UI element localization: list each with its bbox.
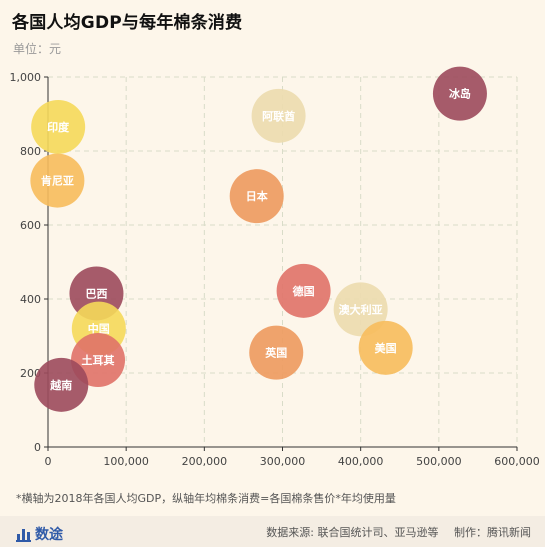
data-point: 越南: [34, 357, 89, 412]
data-source: 数据来源: 联合国统计司、亚马逊等: [266, 526, 439, 539]
data-point-label: 巴西: [85, 287, 107, 300]
data-point-bubble: [333, 282, 388, 337]
data-point-bubble: [251, 88, 306, 143]
data-point-label: 英国: [264, 346, 287, 360]
y-tick-label: 800: [20, 145, 41, 158]
data-point: 美国: [358, 320, 413, 375]
data-point-label: 印度: [47, 120, 70, 134]
data-point-bubble: [358, 320, 413, 375]
y-tick-label: 1,000: [10, 71, 42, 84]
data-point-label: 冰岛: [449, 87, 471, 101]
data-point: 澳大利亚: [333, 282, 388, 337]
data-point: 日本: [229, 169, 284, 224]
data-point-bubble: [249, 325, 304, 380]
x-tick-label: 100,000: [103, 455, 149, 468]
data-point: 德国: [276, 263, 331, 318]
footnote: *横轴为2018年各国人均GDP，纵轴年均棉条消费=各国棉条售价*年均使用量: [16, 492, 396, 505]
unit-label: 单位：元: [13, 42, 62, 56]
data-point-label: 肯尼亚: [41, 174, 74, 188]
data-point-label: 越南: [49, 378, 72, 392]
x-tick-label: 300,000: [260, 455, 306, 468]
bar-chart-icon: [16, 526, 31, 542]
x-tick-label: 200,000: [182, 455, 228, 468]
x-tick-label: 600,000: [494, 455, 540, 468]
data-point-bubble: [229, 169, 284, 224]
data-point-bubble: [34, 357, 89, 412]
y-tick-label: 400: [20, 293, 41, 306]
x-tick-label: 500,000: [416, 455, 462, 468]
data-point: 肯尼亚: [30, 153, 85, 208]
source-line: 数据来源: 联合国统计司、亚马逊等 制作：腾讯新闻: [254, 524, 531, 540]
y-tick-label: 600: [20, 219, 41, 232]
producer: 制作：腾讯新闻: [454, 526, 531, 539]
y-tick-label: 0: [34, 441, 41, 454]
x-tick-label: 0: [45, 455, 52, 468]
footer: 数途 数据来源: 联合国统计司、亚马逊等 制作：腾讯新闻: [0, 516, 545, 547]
brand-name: 数途: [35, 527, 63, 543]
data-point-bubble: [276, 263, 331, 318]
data-point: 冰岛: [432, 66, 487, 121]
data-point-label: 阿联酋: [262, 109, 295, 123]
data-point-bubble: [30, 153, 85, 208]
chart-title: 各国人均GDP与每年棉条消费: [12, 13, 243, 33]
data-point-bubble: [432, 66, 487, 121]
data-point-label: 德国: [292, 284, 315, 298]
data-point: 阿联酋: [251, 88, 306, 143]
data-point-label: 澳大利亚: [339, 302, 383, 316]
data-point-label: 中国: [88, 322, 110, 336]
x-tick-label: 400,000: [338, 455, 384, 468]
brand-logo: 数途: [16, 524, 63, 544]
data-point-bubble: [31, 99, 86, 154]
data-point: 印度: [31, 99, 86, 154]
data-point-label: 日本: [246, 189, 268, 203]
data-point-label: 土耳其: [82, 353, 115, 367]
data-point-label: 美国: [375, 341, 397, 355]
data-point: 英国: [249, 325, 304, 380]
